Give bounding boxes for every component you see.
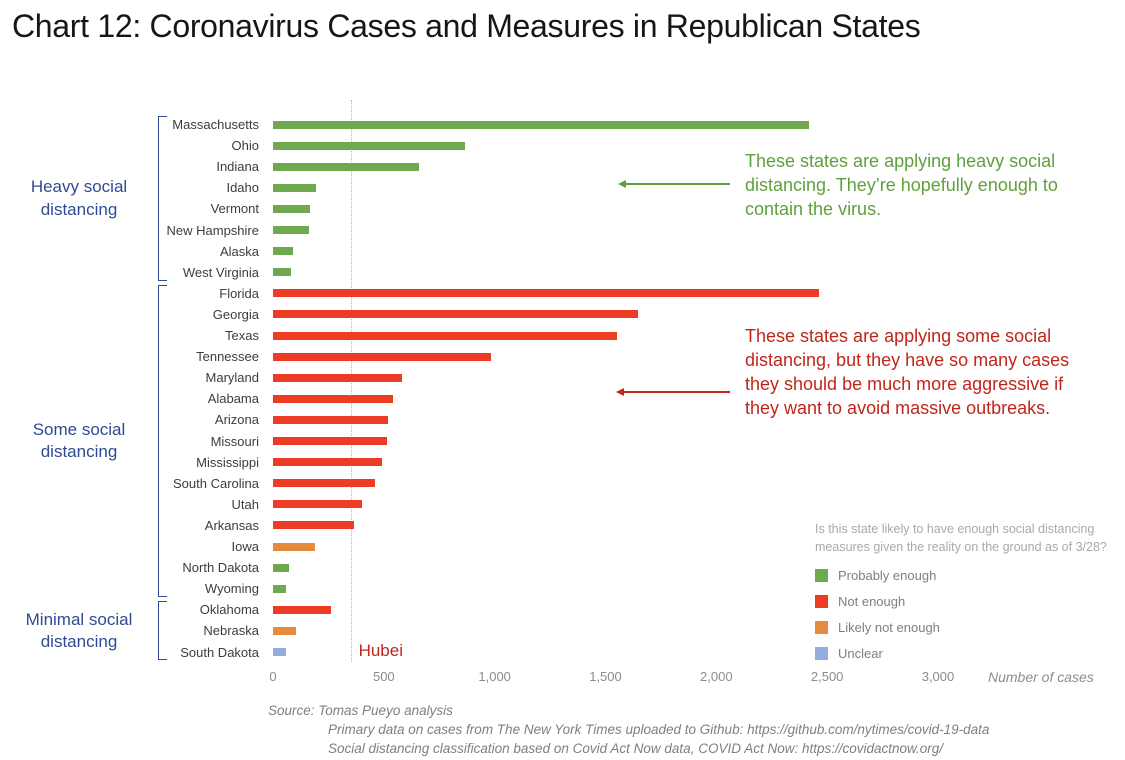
unclear-swatch-icon [815,647,828,660]
legend-item-label: Unclear [838,646,883,661]
x-tick-label: 500 [372,669,395,684]
state-label: Tennessee [196,349,259,365]
state-bar [273,394,393,403]
state-bar [273,120,810,129]
state-bar [273,141,465,150]
state-label: Idaho [226,180,259,196]
not-enough-swatch-icon [815,595,828,608]
state-bar [273,605,331,614]
state-bar [273,542,316,551]
state-label: Florida [219,285,259,301]
hubei-label: Hubei [358,641,403,660]
x-tick-label: 1,500 [589,669,622,684]
legend-item: Not enough [815,594,1125,609]
group-label: Minimal social distancing [25,609,133,652]
arrow-line [623,391,730,393]
state-label: South Dakota [180,644,259,660]
state-label: Mississippi [196,454,259,470]
state-label: Utah [231,496,259,512]
state-label: Texas [225,328,259,343]
state-bar [273,563,289,572]
legend-item: Probably enough [815,568,1125,583]
state-bar [273,204,310,213]
annotation-some-arrow [616,387,730,397]
x-axis-title: Number of cases [988,669,1094,685]
state-bar [273,521,354,530]
legend-title: Is this state likely to have enough soci… [815,522,1107,554]
state-bar [273,415,389,424]
annotation-some-distancing: These states are applying some social di… [745,326,1070,418]
legend-item-label: Not enough [838,594,906,609]
state-label: North Dakota [182,560,259,576]
legend-item: Likely not enough [815,620,1125,635]
state-bar [273,648,287,656]
x-tick-label: 1,000 [478,669,511,684]
arrow-left-head-icon [616,387,624,396]
x-tick-label: 0 [269,669,277,684]
state-bar [273,626,297,635]
state-bar [273,268,291,277]
state-label: Alaska [219,243,259,259]
state-label: West Virginia [182,264,259,280]
state-label: Missouri [210,433,259,449]
arrow-line [625,183,730,185]
probably-enough-swatch-icon [815,569,828,582]
source-note: Source: Tomas Pueyo analysis Primary dat… [268,701,989,758]
annotation-heavy-arrow [618,179,730,189]
state-label: South Carolina [173,475,259,491]
state-bar [273,183,317,192]
legend-item: Unclear [815,646,1125,661]
state-label: Ohio [231,138,259,154]
state-bar [273,458,382,467]
group-label: Some social distancing [32,420,126,462]
state-label: Indiana [216,159,259,175]
state-label: Oklahoma [199,602,259,618]
legend-item-label: Likely not enough [838,620,940,635]
x-tick-label: 2,500 [810,669,844,684]
state-bar [273,331,617,340]
annotation-heavy-distancing: These states are applying heavy social d… [745,151,1058,219]
state-bar [273,310,638,319]
state-bar [273,479,375,488]
state-bar [273,373,402,382]
state-label: Georgia [212,306,259,322]
source-line: Social distancing classification based o… [328,741,944,756]
group-label: Heavy social distancing [30,177,128,219]
state-label: Arizona [214,412,259,428]
arrow-left-head-icon [618,179,626,188]
state-bar [273,247,293,256]
x-tick-label: 2,000 [700,669,733,684]
source-line: Source: Tomas Pueyo analysis [268,703,453,718]
state-label: New Hampshire [166,222,259,238]
x-tick-label: 3,000 [921,669,955,684]
state-label: Nebraska [203,623,259,639]
group-bracket [158,601,167,661]
state-bar [273,584,287,593]
state-bar [273,352,492,361]
legend-items: Probably enough Not enough Likely not enou… [815,568,1125,661]
state-label: Maryland [205,370,259,386]
state-label: Arkansas [204,517,259,533]
state-label: Alabama [207,391,259,407]
state-bar [273,226,309,234]
state-label: Wyoming [204,581,259,597]
state-bar [273,500,362,509]
state-bar [273,437,388,445]
state-label: Massachusetts [172,117,259,132]
group-bracket [158,284,167,598]
state-bar [273,162,420,171]
likely-not-enough-swatch-icon [815,621,828,634]
chart-title: Chart 12: Coronavirus Cases and Measures… [12,8,921,44]
state-label: Iowa [231,539,259,554]
legend: Is this state likely to have enough soci… [815,521,1125,661]
source-line: Primary data on cases from The New York … [328,722,990,737]
legend-item-label: Probably enough [838,568,937,583]
state-label: Vermont [210,201,259,217]
state-bar [273,289,820,298]
group-bracket [158,116,167,281]
